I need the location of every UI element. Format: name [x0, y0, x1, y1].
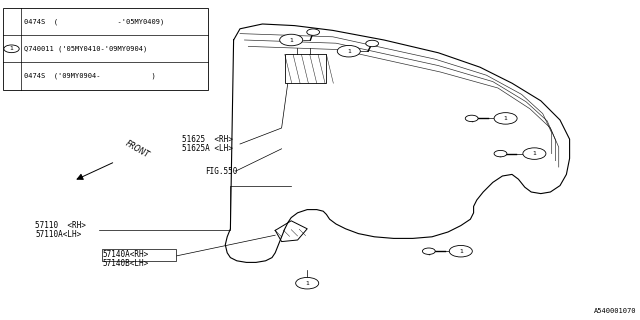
- Text: 57140B<LH>: 57140B<LH>: [102, 259, 148, 268]
- Text: 1: 1: [532, 151, 536, 156]
- Text: FRONT: FRONT: [124, 139, 150, 160]
- Circle shape: [4, 45, 19, 52]
- Circle shape: [337, 45, 360, 57]
- Circle shape: [280, 34, 303, 46]
- Text: FIG.550: FIG.550: [205, 167, 237, 176]
- Text: 57110A<LH>: 57110A<LH>: [35, 230, 81, 239]
- Circle shape: [449, 245, 472, 257]
- Circle shape: [307, 29, 319, 35]
- Circle shape: [494, 113, 517, 124]
- Text: 57110  <RH>: 57110 <RH>: [35, 221, 86, 230]
- Text: A540001070: A540001070: [595, 308, 637, 314]
- Text: 1: 1: [347, 49, 351, 54]
- Text: Q740011 ('05MY0410-'09MY0904): Q740011 ('05MY0410-'09MY0904): [24, 45, 148, 52]
- Circle shape: [365, 40, 378, 47]
- Text: 57140A<RH>: 57140A<RH>: [102, 250, 148, 259]
- Circle shape: [296, 277, 319, 289]
- Text: 1: 1: [289, 37, 293, 43]
- Text: 51625  <RH>: 51625 <RH>: [182, 135, 233, 144]
- Bar: [102, 249, 176, 261]
- Text: 1: 1: [305, 281, 309, 286]
- Circle shape: [422, 248, 435, 254]
- Text: 51625A <LH>: 51625A <LH>: [182, 144, 233, 153]
- Circle shape: [523, 148, 546, 159]
- Text: 0474S  ('09MY0904-            ): 0474S ('09MY0904- ): [24, 73, 156, 79]
- Bar: [3, 8, 208, 90]
- Text: 1: 1: [459, 249, 463, 254]
- Circle shape: [494, 150, 507, 157]
- Text: 1: 1: [504, 116, 508, 121]
- Circle shape: [465, 115, 478, 122]
- Text: 0474S  (              -'05MY0409): 0474S ( -'05MY0409): [24, 18, 164, 25]
- Text: 1: 1: [10, 46, 13, 51]
- Bar: [285, 54, 326, 83]
